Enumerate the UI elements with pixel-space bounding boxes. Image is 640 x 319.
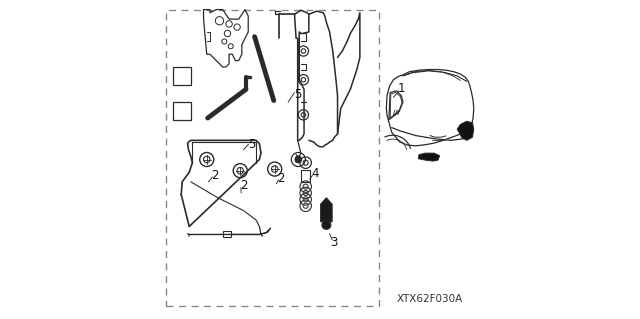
Polygon shape — [419, 153, 440, 161]
Circle shape — [322, 220, 331, 229]
Bar — [223, 231, 230, 237]
Text: 4: 4 — [311, 167, 319, 180]
Text: 2: 2 — [240, 180, 247, 192]
Text: 1: 1 — [398, 82, 405, 95]
Polygon shape — [457, 121, 474, 140]
Text: XTX62F030A: XTX62F030A — [397, 294, 463, 304]
Text: 5: 5 — [294, 88, 301, 100]
Text: 5: 5 — [248, 138, 255, 151]
Circle shape — [295, 156, 301, 163]
Text: 2: 2 — [277, 172, 285, 184]
Text: 3: 3 — [331, 236, 338, 249]
Bar — [173, 67, 191, 85]
Text: 2: 2 — [212, 169, 219, 182]
Bar — [173, 102, 191, 120]
Polygon shape — [321, 198, 332, 222]
